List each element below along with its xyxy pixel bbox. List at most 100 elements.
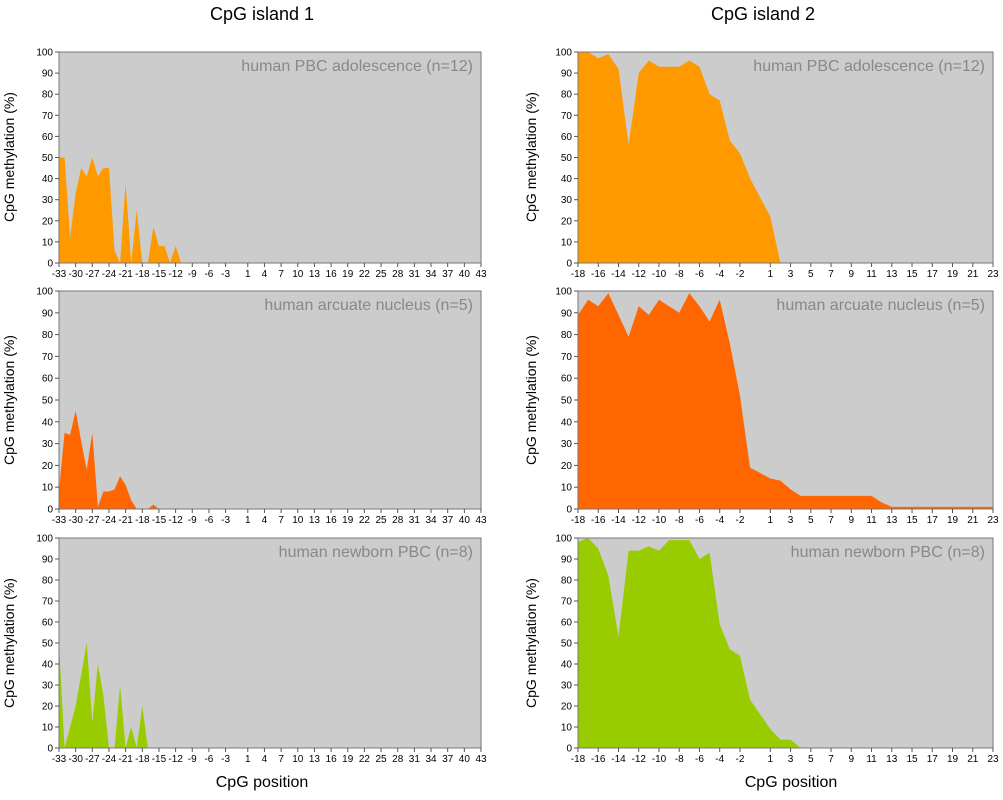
- x-tick-label: 17: [927, 754, 939, 765]
- x-tick-label: 21: [967, 269, 979, 280]
- y-tick-label: 20: [561, 702, 573, 713]
- x-tick-label: 1: [768, 754, 774, 765]
- x-tick-label: -12: [168, 269, 183, 280]
- x-tick-label: 19: [947, 754, 959, 765]
- y-tick-label: 30: [561, 439, 573, 450]
- y-tick-label: 70: [561, 352, 573, 363]
- y-tick-label: 70: [561, 111, 573, 122]
- x-tick-label: -4: [715, 269, 724, 280]
- x-tick-label: 7: [278, 269, 284, 280]
- x-tick-label: 19: [947, 515, 959, 526]
- y-tick-label: 60: [42, 374, 54, 385]
- y-tick-label: 50: [42, 396, 54, 407]
- x-tick-label: 16: [326, 515, 338, 526]
- x-tick-label: 7: [278, 754, 284, 765]
- y-tick-label: 50: [42, 639, 54, 650]
- y-tick-label: 90: [561, 69, 573, 80]
- y-tick-label: 50: [561, 639, 573, 650]
- y-axis-label: CpG methylation (%): [1, 92, 17, 222]
- y-tick-label: 10: [561, 483, 573, 494]
- x-tick-label: -6: [695, 515, 704, 526]
- x-tick-label: -3: [221, 754, 230, 765]
- x-tick-label: -33: [52, 269, 67, 280]
- y-tick-label: 10: [42, 483, 54, 494]
- x-tick-label: 15: [906, 269, 918, 280]
- x-tick-label: -18: [571, 754, 586, 765]
- x-tick-label: 10: [292, 515, 304, 526]
- y-tick-label: 90: [42, 69, 54, 80]
- y-tick-label: 10: [42, 723, 54, 734]
- y-tick-label: 30: [42, 439, 54, 450]
- x-tick-label: 3: [788, 269, 794, 280]
- x-axis-label-island-1: CpG position: [215, 774, 309, 791]
- y-tick-label: 90: [561, 555, 573, 566]
- x-tick-label: -21: [118, 515, 133, 526]
- methylation-area: [59, 643, 481, 748]
- x-tick-label: -15: [152, 515, 167, 526]
- x-tick-label: -30: [68, 269, 83, 280]
- x-tick-label: -16: [591, 515, 606, 526]
- x-tick-label: 9: [849, 754, 855, 765]
- y-tick-label: 30: [561, 681, 573, 692]
- x-tick-label: -8: [675, 269, 684, 280]
- x-tick-label: 1: [245, 754, 251, 765]
- x-tick-label: 16: [326, 754, 338, 765]
- x-tick-label: 11: [866, 515, 877, 526]
- y-tick-label: 60: [561, 374, 573, 385]
- panel-label: human PBC adolescence (n=12): [241, 58, 473, 75]
- x-tick-label: 13: [309, 515, 321, 526]
- x-tick-label: 10: [292, 754, 304, 765]
- x-tick-label: 9: [849, 269, 855, 280]
- y-tick-label: 10: [561, 723, 573, 734]
- y-tick-label: 80: [561, 90, 573, 101]
- y-tick-label: 30: [42, 681, 54, 692]
- y-tick-label: 90: [42, 308, 54, 319]
- x-tick-label: 31: [409, 754, 421, 765]
- y-tick-label: 70: [42, 352, 54, 363]
- y-tick-label: 60: [42, 618, 54, 629]
- x-tick-label: 37: [442, 269, 454, 280]
- x-tick-label: 21: [967, 515, 979, 526]
- x-tick-label: 15: [906, 515, 918, 526]
- x-tick-label: 13: [309, 754, 321, 765]
- y-tick-label: 80: [42, 576, 54, 587]
- x-tick-label: 23: [987, 515, 999, 526]
- x-tick-label: -10: [652, 515, 667, 526]
- y-tick-label: 40: [42, 174, 54, 185]
- y-tick-label: 80: [42, 90, 54, 101]
- y-tick-label: 100: [36, 534, 53, 545]
- x-tick-label: 22: [359, 754, 371, 765]
- x-tick-label: 13: [886, 754, 898, 765]
- x-tick-label: 28: [392, 515, 404, 526]
- x-tick-label: 28: [392, 754, 404, 765]
- y-tick-label: 80: [561, 330, 573, 341]
- x-tick-label: -2: [735, 269, 744, 280]
- x-tick-label: 5: [808, 269, 814, 280]
- y-axis-label: CpG methylation (%): [523, 92, 539, 222]
- x-tick-label: 5: [808, 515, 814, 526]
- y-tick-label: 20: [42, 461, 54, 472]
- x-tick-label: -9: [188, 269, 197, 280]
- x-tick-label: -6: [695, 754, 704, 765]
- x-tick-label: -24: [102, 515, 117, 526]
- y-tick-label: 40: [561, 174, 573, 185]
- x-tick-label: -2: [735, 754, 744, 765]
- x-tick-label: 43: [475, 754, 487, 765]
- x-tick-label: 17: [927, 515, 939, 526]
- x-tick-label: 4: [262, 754, 268, 765]
- y-tick-label: 0: [47, 505, 53, 516]
- x-tick-label: -10: [652, 754, 667, 765]
- x-tick-label: -15: [152, 754, 167, 765]
- x-axis-label-island-2: CpG position: [744, 774, 838, 791]
- y-tick-label: 0: [566, 744, 572, 755]
- x-tick-label: 25: [375, 754, 387, 765]
- x-tick-label: -9: [188, 754, 197, 765]
- chart-panel-1: 0 10 20 30 40 50 60 70 80 90 100 -33 -30 -27 -24 -21 -18…: [1, 48, 487, 281]
- x-tick-label: -27: [85, 515, 100, 526]
- x-tick-label: 17: [927, 269, 939, 280]
- x-tick-label: 4: [262, 269, 268, 280]
- x-tick-label: -18: [571, 515, 586, 526]
- x-tick-label: -24: [102, 269, 117, 280]
